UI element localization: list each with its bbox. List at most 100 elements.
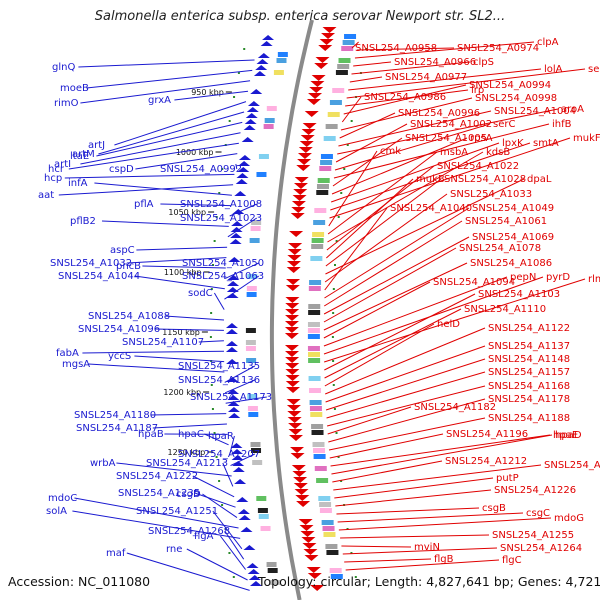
gene-feature-block — [267, 568, 278, 573]
leader-line — [224, 379, 255, 394]
gene-label-left: SNSL254_A1187 — [76, 423, 158, 434]
gene-arrow-reverse — [249, 581, 262, 586]
gene-arrow-forward — [314, 63, 329, 69]
gene-arrow-reverse — [232, 461, 245, 466]
gene-feature-block — [247, 406, 258, 411]
gene-feature-block — [263, 124, 274, 129]
gene-label-right: hpaD — [555, 430, 582, 441]
gene-feature-block — [313, 454, 326, 459]
gene-arrow-reverse — [227, 407, 240, 412]
gene-feature-block — [341, 46, 354, 51]
gene-label-right: rlmL — [588, 274, 600, 285]
gene-label-right: lolA — [544, 64, 563, 75]
gene-feature-block — [309, 406, 322, 411]
gene-label-right: SNSL254_A1157 — [488, 367, 570, 378]
leader-line — [225, 396, 267, 404]
leader-line — [174, 90, 249, 101]
gene-feature-block — [307, 322, 320, 327]
gene-arrow-reverse — [231, 221, 244, 226]
gene-label-left: pncB — [116, 261, 141, 272]
gene-feature-block — [311, 244, 324, 249]
gene-feature-block — [316, 190, 329, 195]
gene-arrow-reverse — [255, 65, 268, 70]
leader-line — [114, 101, 247, 146]
gene-label-right: csgB — [482, 503, 506, 514]
gene-label-right: SNSL254_A1137 — [488, 341, 570, 352]
gene-label-right: dpaL — [527, 174, 552, 185]
gene-feature-block — [332, 88, 345, 93]
gene-arrow-forward — [287, 261, 302, 267]
leader-line — [204, 433, 229, 446]
gene-label-left: SNSL254_A1136 — [178, 375, 260, 386]
gene-label-right: SNSL254_A1069 — [472, 232, 554, 243]
marker-dot — [332, 384, 335, 386]
gene-arrow-forward — [284, 345, 299, 351]
gene-feature-block — [311, 424, 324, 429]
gene-feature-block — [337, 64, 350, 69]
gene-arrow-forward — [291, 207, 306, 213]
gene-label-right: mukB — [416, 174, 445, 185]
gene-arrow-reverse — [228, 413, 241, 418]
gene-feature-block — [308, 286, 321, 291]
leader-line — [323, 262, 468, 331]
marker-dot — [218, 192, 221, 194]
gene-label-left: SNSL254_A1213 — [146, 458, 228, 469]
gene-arrow-forward — [284, 321, 299, 327]
gene-label-right: SNSL254_A1226 — [494, 485, 576, 496]
gene-arrow-forward — [310, 81, 325, 87]
gene-arrow-forward — [288, 429, 303, 435]
leader-line — [229, 435, 235, 456]
leader-line — [72, 510, 241, 539]
gene-label-left: SNSL254_A1180 — [74, 410, 156, 421]
gene-label-left: pflB2 — [70, 216, 96, 227]
gene-arrow-reverse — [225, 323, 238, 328]
marker-dot — [233, 96, 236, 98]
gene-arrow-forward — [309, 87, 324, 93]
gene-label-left: SNSL254_A1088 — [88, 311, 170, 322]
gene-arrow-reverse — [250, 89, 263, 94]
leader-line — [340, 97, 473, 131]
leader-line — [230, 453, 256, 467]
leader-line — [324, 193, 448, 283]
gene-feature-block — [335, 70, 348, 75]
gene-arrow-reverse — [247, 101, 260, 106]
gene-feature-block — [248, 412, 259, 417]
gene-label-left: SNSL254_A1096 — [78, 324, 160, 335]
leader-line — [324, 220, 463, 307]
leader-line — [324, 293, 476, 371]
gene-arrow-reverse — [232, 467, 245, 472]
leader-line — [229, 203, 258, 217]
marker-dot — [354, 576, 357, 578]
gene-arrow-forward — [297, 159, 312, 165]
gene-feature-block — [325, 124, 338, 129]
gene-feature-block — [323, 532, 336, 537]
gene-arrow-reverse — [256, 59, 269, 64]
genome-backbone — [269, 19, 314, 600]
gene-feature-block — [256, 172, 267, 177]
gene-arrow-reverse — [253, 71, 266, 76]
gene-feature-block — [266, 106, 277, 111]
scale-tick-label: 1100 kbp — [164, 268, 202, 277]
gene-arrow-reverse — [243, 545, 256, 550]
gene-arrow-forward — [293, 183, 308, 189]
gene-label-left: SNSL254_A1107 — [122, 337, 204, 348]
gene-label-right: SNSL254_A1005 — [405, 133, 487, 144]
gene-arrow-forward — [285, 351, 300, 357]
gene-label-left: solA — [46, 506, 67, 517]
gene-feature-block — [273, 70, 284, 75]
gene-feature-block — [246, 286, 257, 291]
leader-line — [126, 552, 250, 591]
leader-line — [329, 433, 444, 459]
gene-label-right: SNSL254_A1061 — [465, 216, 547, 227]
gene-arrow-forward — [294, 177, 309, 183]
gene-tracks: 950 kbp 1000 kbp 1050 kbp 1100 kbp 1150 kbp 1… — [162, 19, 368, 600]
gene-feature-block — [269, 580, 280, 585]
leader-line — [78, 59, 255, 68]
genome-title: Salmonella enterica subsp. enterica sero… — [94, 9, 506, 24]
leader-line — [345, 559, 500, 571]
gene-feature-block — [317, 178, 330, 183]
gene-arrow-reverse — [244, 119, 257, 124]
leader-line — [328, 150, 378, 227]
leader-line — [337, 512, 524, 523]
